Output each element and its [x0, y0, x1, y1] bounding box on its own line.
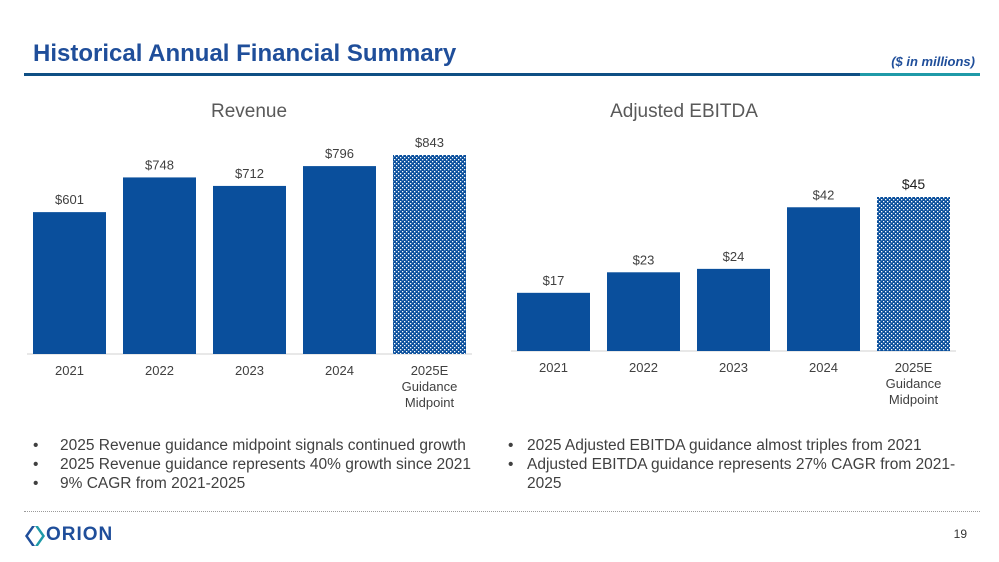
title-rule-accent — [860, 73, 980, 76]
title-rule — [24, 73, 860, 76]
bar-data-label: $42 — [813, 187, 835, 202]
bar — [33, 212, 106, 354]
orion-logo-icon — [25, 526, 45, 546]
bar-data-label: $17 — [543, 273, 565, 288]
bar — [123, 177, 196, 354]
revenue-bullets: 2025 Revenue guidance midpoint signals c… — [30, 436, 505, 493]
x-tick-label: 2024 — [325, 363, 354, 378]
bullet-item: 2025 Revenue guidance represents 40% gro… — [30, 455, 505, 474]
bar — [697, 268, 770, 351]
bar-data-label: $712 — [235, 166, 264, 181]
bar-data-label: $601 — [55, 192, 84, 207]
revenue-chart: Revenue $601 2021 $748 2022 $712 2023 $796 2024 $… — [27, 101, 472, 410]
x-tick-label: Guidance — [886, 376, 942, 391]
bar — [303, 166, 376, 354]
orion-logo-text: ORION — [46, 524, 114, 545]
bullet-item: 2025 Revenue guidance midpoint signals c… — [30, 436, 505, 455]
chart-title: Adjusted EBITDA — [610, 101, 758, 122]
bar — [393, 155, 466, 354]
bar-data-label: $843 — [415, 135, 444, 150]
bar-data-label: $45 — [902, 176, 926, 192]
x-tick-label: 2021 — [539, 360, 568, 375]
x-tick-label: Midpoint — [889, 392, 939, 407]
bar — [787, 207, 860, 351]
x-tick-label: 2023 — [719, 360, 748, 375]
x-tick-label: 2022 — [145, 363, 174, 378]
x-tick-label: Midpoint — [405, 395, 455, 410]
x-tick-label: 2023 — [235, 363, 264, 378]
bullet-item: Adjusted EBITDA guidance represents 27% … — [508, 455, 968, 493]
ebitda-chart: Adjusted EBITDA $17 2021 $23 2022 $24 2023 $42 2… — [511, 101, 956, 407]
bar — [607, 272, 680, 351]
x-tick-label: 2021 — [55, 363, 84, 378]
page-number: 19 — [953, 527, 967, 541]
bar-data-label: $796 — [325, 146, 354, 161]
chart-title: Revenue — [211, 101, 287, 122]
x-tick-label: 2025E — [895, 360, 933, 375]
x-tick-label: Guidance — [402, 379, 458, 394]
bar-data-label: $748 — [145, 157, 174, 172]
units-note: ($ in millions) — [891, 54, 975, 69]
x-tick-label: 2025E — [411, 363, 449, 378]
bullet-item: 9% CAGR from 2021-2025 — [30, 474, 505, 493]
bar — [517, 292, 590, 351]
footer-rule — [24, 511, 980, 512]
bar-data-label: $23 — [633, 252, 655, 267]
page-title: Historical Annual Financial Summary — [33, 40, 457, 67]
bar — [877, 197, 950, 351]
bullet-item: 2025 Adjusted EBITDA guidance almost tri… — [508, 436, 968, 455]
ebitda-bullets: 2025 Adjusted EBITDA guidance almost tri… — [508, 436, 968, 493]
x-tick-label: 2024 — [809, 360, 838, 375]
bar-data-label: $24 — [723, 249, 745, 264]
bar — [213, 185, 286, 354]
x-tick-label: 2022 — [629, 360, 658, 375]
